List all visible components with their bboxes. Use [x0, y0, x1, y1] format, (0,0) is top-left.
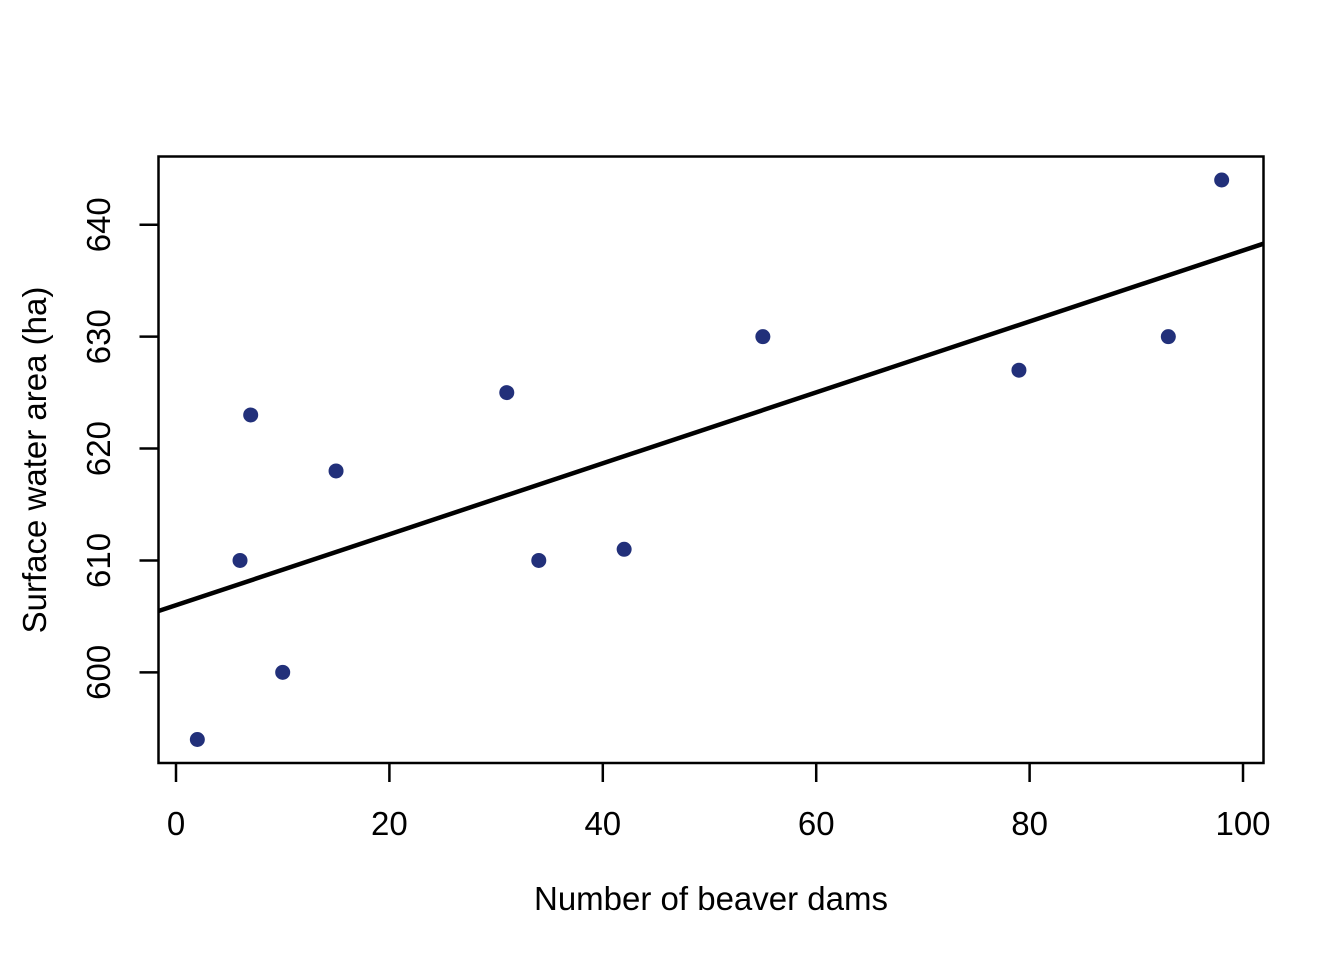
data-point [755, 329, 771, 345]
data-point [189, 732, 205, 748]
data-point [1160, 329, 1176, 345]
x-axis-tick-label: 80 [1011, 805, 1048, 842]
x-axis-tick-label: 0 [167, 805, 185, 842]
y-axis-tick-label: 630 [80, 309, 117, 364]
x-axis-title: Number of beaver dams [534, 880, 888, 917]
x-axis-tick-label: 100 [1215, 805, 1270, 842]
y-axis-tick-label: 600 [80, 645, 117, 700]
data-point [275, 664, 291, 680]
data-point [499, 385, 515, 401]
y-axis-title: Surface water area (ha) [16, 286, 53, 634]
data-point [531, 552, 547, 568]
data-point [328, 463, 344, 479]
x-axis-tick-label: 60 [798, 805, 835, 842]
y-axis-tick-label: 640 [80, 197, 117, 252]
data-point [1214, 172, 1230, 188]
data-point [232, 552, 248, 568]
data-point [243, 407, 259, 423]
data-point [616, 541, 632, 557]
y-axis-tick-label: 610 [80, 533, 117, 588]
regression-line [157, 241, 1265, 614]
x-axis-tick-label: 40 [584, 805, 621, 842]
plot-frame [157, 155, 1265, 765]
y-axis-tick-label: 620 [80, 421, 117, 476]
x-axis-tick-label: 20 [371, 805, 408, 842]
data-point [1011, 362, 1027, 378]
